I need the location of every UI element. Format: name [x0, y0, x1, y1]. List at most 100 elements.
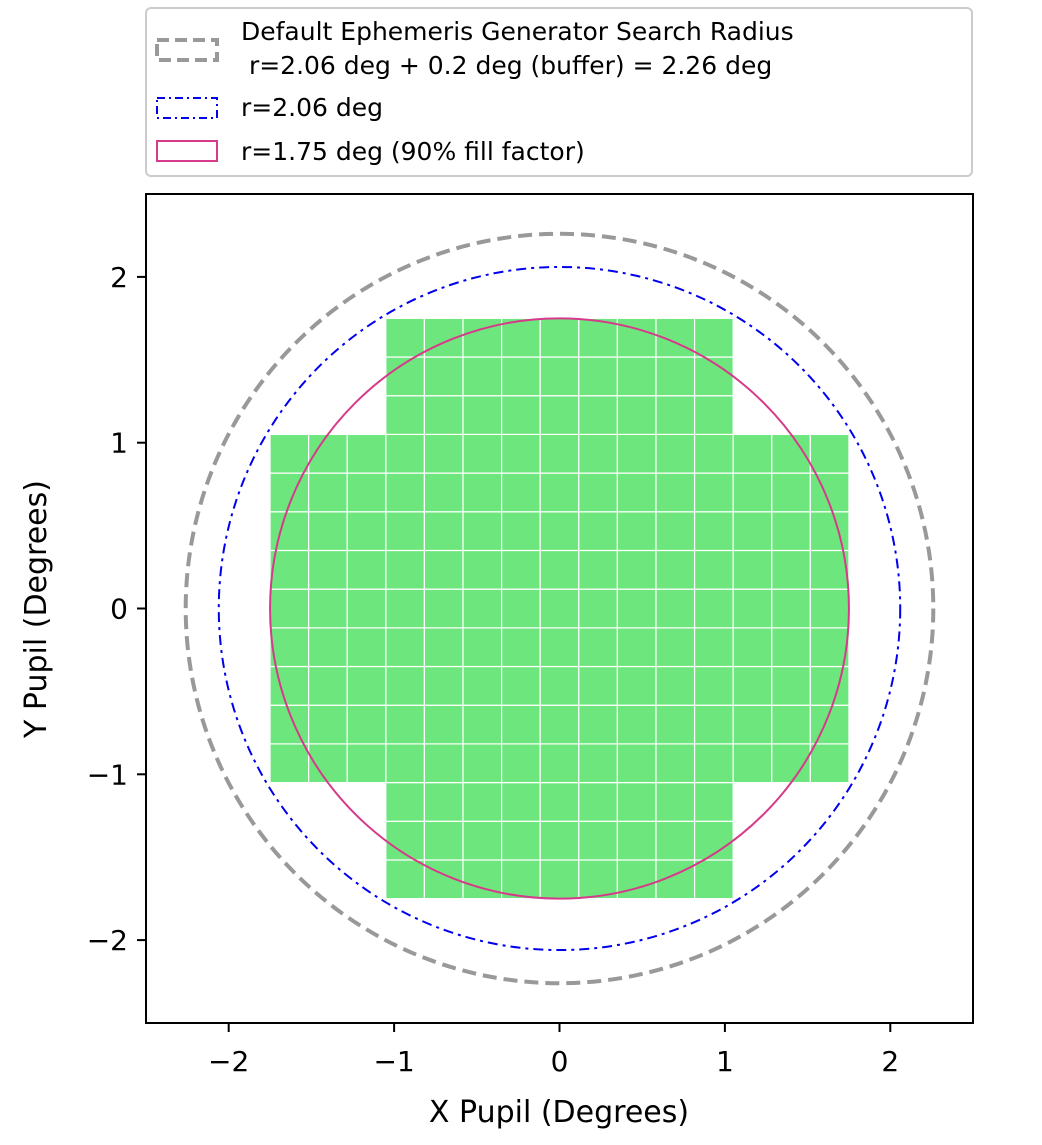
- detector-ccd: [539, 627, 580, 668]
- detector-ccd: [578, 859, 618, 900]
- detector-ccd: [655, 549, 696, 590]
- legend-handle-search-radius: [155, 38, 219, 62]
- detector-ccd: [346, 588, 387, 629]
- search-radius-circle: [183, 231, 936, 986]
- detector-ccd: [732, 627, 773, 668]
- detector-ccd: [423, 743, 464, 784]
- legend-label-r206: r=2.06 deg: [241, 93, 383, 122]
- detector-ccd: [616, 704, 657, 745]
- detector-ccd: [578, 665, 618, 706]
- r206-circle: [217, 265, 902, 952]
- detector-ccd: [269, 743, 310, 784]
- detector-ccd: [539, 472, 580, 513]
- detector-ccd: [732, 549, 773, 590]
- detector-ccd: [423, 820, 464, 861]
- detector-ccd: [655, 781, 696, 822]
- detector-ccd: [578, 704, 618, 745]
- x-tick-label: 0: [551, 1045, 569, 1078]
- detector-ccd: [732, 433, 773, 474]
- detector-ccd: [578, 317, 618, 358]
- detector-ccd: [501, 859, 541, 900]
- detector-ccd: [578, 588, 618, 629]
- detector-ccd: [539, 781, 580, 822]
- detector-ccd: [423, 511, 464, 552]
- detector-ccd: [616, 781, 657, 822]
- detector-ccd: [616, 549, 657, 590]
- detector-ccd: [269, 549, 310, 590]
- detector-ccd: [501, 511, 541, 552]
- y-tick-label: 1: [110, 427, 128, 460]
- detector-ccd: [655, 627, 696, 668]
- detector-ccd: [423, 433, 464, 474]
- detector-ccd: [578, 511, 618, 552]
- detector-ccd: [346, 704, 387, 745]
- detector-ccd: [385, 317, 426, 358]
- detector-ccd: [693, 588, 734, 629]
- x-tick-label: −2: [208, 1045, 249, 1078]
- detector-ccd: [308, 704, 348, 745]
- detector-ccd: [346, 743, 387, 784]
- x-axis-ticks: −2 −1 0 1 2: [208, 1023, 899, 1078]
- detector-ccd: [616, 627, 657, 668]
- detector-ccd: [385, 472, 426, 513]
- detector-ccd: [308, 511, 348, 552]
- detector-ccd: [693, 549, 734, 590]
- detector-ccd: [539, 395, 580, 436]
- detector-ccd: [501, 665, 541, 706]
- detector-ccd: [732, 472, 773, 513]
- detector-ccd: [462, 588, 503, 629]
- detector-ccd: [539, 511, 580, 552]
- detector-ccd: [616, 511, 657, 552]
- detector-ccd: [578, 820, 618, 861]
- detector-ccd: [693, 704, 734, 745]
- detector-ccd: [578, 781, 618, 822]
- detector-ccd: [385, 665, 426, 706]
- detector-ccd: [462, 704, 503, 745]
- detector-ccd: [539, 317, 580, 358]
- detector-ccd: [578, 743, 618, 784]
- legend-handle-r206: [156, 97, 218, 119]
- detector-ccd: [462, 433, 503, 474]
- detector-ccd: [462, 859, 503, 900]
- detector-ccd: [771, 665, 811, 706]
- legend-label-search-radius-line2: r=2.06 deg + 0.2 deg (buffer) = 2.26 deg: [241, 51, 772, 80]
- detector-ccd: [423, 356, 464, 397]
- detector-ccd: [385, 433, 426, 474]
- plot-area: −2 −1 0 1 2 −2 −1 0 1 2: [87, 193, 974, 1078]
- r175-circle: [269, 317, 850, 900]
- detector-ccd: [809, 588, 850, 629]
- detector-ccd: [539, 743, 580, 784]
- detector-ccd: [693, 433, 734, 474]
- detector-ccd: [385, 511, 426, 552]
- detector-ccd: [501, 356, 541, 397]
- detector-ccd: [501, 395, 541, 436]
- detector-ccd: [346, 627, 387, 668]
- detector-ccd: [308, 588, 348, 629]
- detector-ccd: [616, 356, 657, 397]
- detector-ccd: [385, 859, 426, 900]
- detector-ccd: [346, 665, 387, 706]
- x-tick-label: 2: [881, 1045, 899, 1078]
- detector-ccd: [462, 820, 503, 861]
- detector-ccd: [385, 588, 426, 629]
- y-tick-label: 0: [110, 593, 128, 626]
- detector-ccd: [771, 549, 811, 590]
- detector-ccd: [809, 549, 850, 590]
- detector-ccd: [809, 433, 850, 474]
- detector-ccd: [539, 356, 580, 397]
- detector-ccd: [809, 665, 850, 706]
- detector-ccd: [308, 549, 348, 590]
- detector-ccd: [809, 511, 850, 552]
- detector-ccd: [693, 511, 734, 552]
- detector-ccd: [655, 356, 696, 397]
- detector-ccd: [732, 743, 773, 784]
- detector-ccd: [732, 588, 773, 629]
- detector-ccd: [693, 743, 734, 784]
- detector-ccd: [346, 433, 387, 474]
- detector-ccd: [269, 511, 310, 552]
- detector-ccd: [809, 743, 850, 784]
- detector-ccd: [693, 781, 734, 822]
- detector-ccd: [693, 472, 734, 513]
- detector-ccd: [423, 588, 464, 629]
